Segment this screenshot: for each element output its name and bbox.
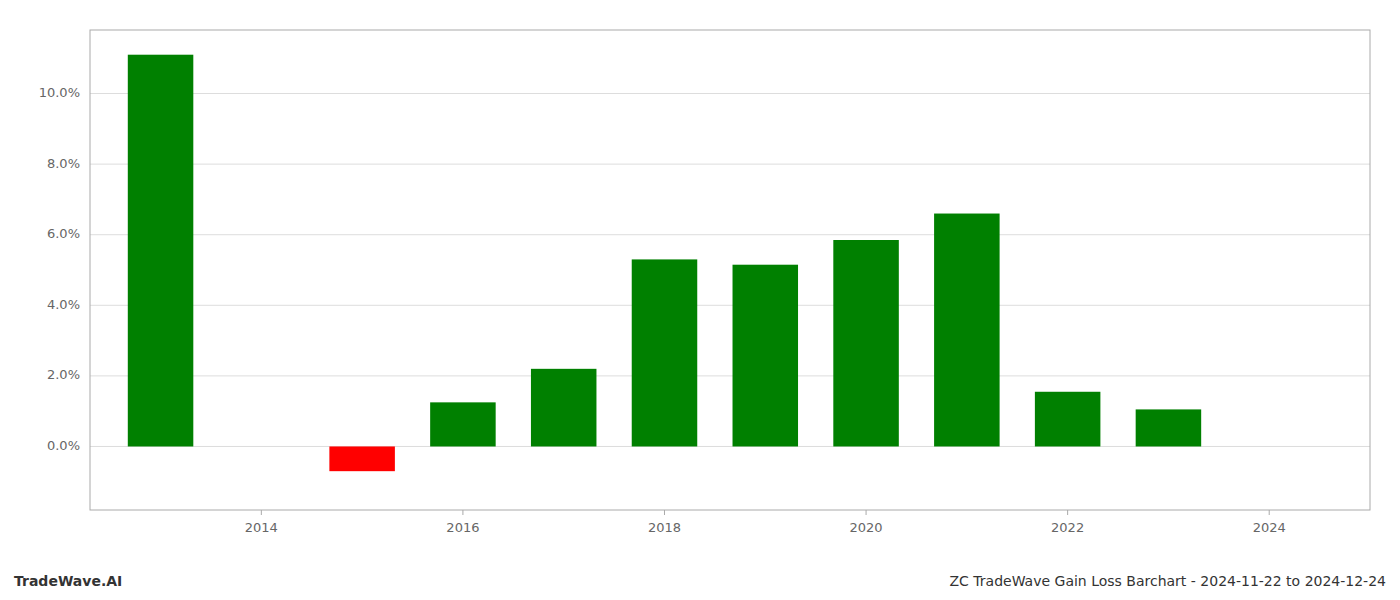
y-tick-label: 2.0% — [47, 367, 80, 382]
bar — [934, 214, 1000, 447]
y-tick-labels: 0.0% 2.0% 4.0% 6.0% 8.0% 10.0% — [39, 85, 80, 453]
bar — [128, 55, 194, 447]
x-tick-label: 2016 — [446, 520, 479, 535]
y-tick-label: 0.0% — [47, 438, 80, 453]
x-tick-label: 2020 — [850, 520, 883, 535]
grid-line — [90, 305, 1370, 306]
bars — [128, 55, 1201, 471]
bar — [733, 265, 799, 447]
x-tick — [462, 510, 463, 515]
bar — [1136, 409, 1202, 446]
chart: 0.0% 2.0% 4.0% 6.0% 8.0% 10.0% 2014 2016 2018 202… — [0, 0, 1400, 600]
bar — [329, 446, 395, 471]
y-tick-label: 6.0% — [47, 226, 80, 241]
x-tick-label: 2018 — [648, 520, 681, 535]
x-tick — [1067, 510, 1068, 515]
x-ticks: 2014 2016 2018 2020 2022 2024 — [245, 510, 1286, 535]
grid-line — [90, 164, 1370, 165]
title: ZC TradeWave Gain Loss Barchart - 2024-1… — [950, 573, 1387, 589]
x-tick-label: 2022 — [1051, 520, 1084, 535]
x-tick — [261, 510, 262, 515]
x-tick-label: 2014 — [245, 520, 278, 535]
plot-frame — [90, 30, 1370, 510]
bar — [632, 259, 698, 446]
grid-line — [90, 375, 1370, 376]
grid-line — [90, 234, 1370, 235]
y-grid — [90, 94, 1370, 447]
watermark: TradeWave.AI — [14, 573, 122, 589]
bar — [430, 402, 496, 446]
grid-line — [90, 93, 1370, 94]
y-tick-label: 4.0% — [47, 297, 80, 312]
bar — [531, 369, 597, 447]
x-tick — [664, 510, 665, 515]
x-tick — [866, 510, 867, 515]
x-tick-label: 2024 — [1253, 520, 1286, 535]
bar — [1035, 392, 1101, 447]
x-tick — [1269, 510, 1270, 515]
y-tick-label: 10.0% — [39, 85, 80, 100]
y-tick-label: 8.0% — [47, 156, 80, 171]
bar — [833, 240, 899, 446]
